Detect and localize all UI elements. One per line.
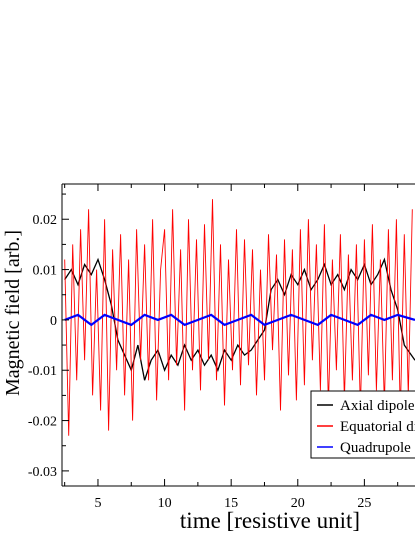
x-tick-label: 10 xyxy=(158,496,172,511)
series-line-axial-dipole xyxy=(64,257,415,381)
y-tick-label: -0.02 xyxy=(28,415,57,430)
x-tick-label: 25 xyxy=(357,496,371,511)
x-axis-title: time [resistive unit] xyxy=(180,508,360,533)
series-layer xyxy=(64,199,415,436)
x-tick-label: 5 xyxy=(94,496,101,511)
y-tick-label: 0 xyxy=(50,314,57,329)
y-tick-label: -0.01 xyxy=(28,364,57,379)
legend: Axial dipole Equatorial dipole Quadrupole xyxy=(310,390,415,459)
y-tick-label: 0.02 xyxy=(33,213,58,228)
legend-label: Equatorial dipole xyxy=(340,419,415,435)
x-tick-label: 20 xyxy=(291,496,305,511)
plot-frame xyxy=(61,183,415,487)
legend-label: Axial dipole xyxy=(340,398,415,414)
series-line-equatorial-dipole xyxy=(64,199,413,436)
y-tick-label: 0.01 xyxy=(33,264,58,279)
legend-label: Quadrupole xyxy=(340,440,411,456)
series-line-quadrupole xyxy=(64,313,415,327)
x-tick-label: 15 xyxy=(224,496,238,511)
y-axis: 0.02 0.01 0 -0.01 -0.02 -0.03 xyxy=(28,193,69,480)
y-axis-title: Magnetic field [arb.] xyxy=(2,230,24,396)
y-tick-label: -0.03 xyxy=(28,465,57,480)
x-axis: 5 10 15 20 25 xyxy=(64,184,399,511)
